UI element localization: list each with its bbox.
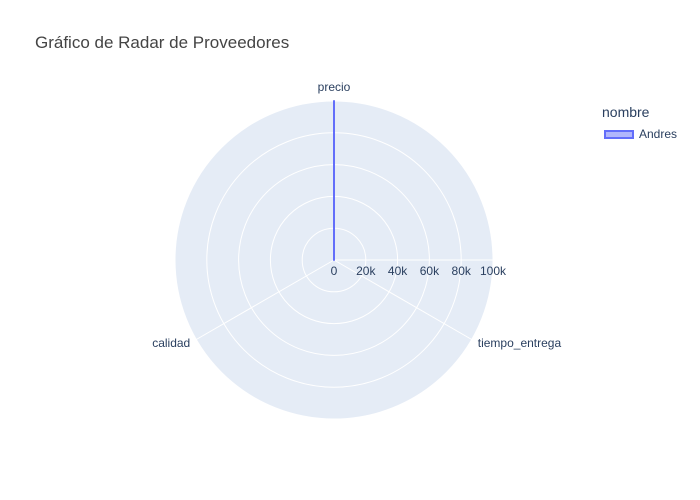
radial-tick-label: 60k (420, 264, 440, 278)
angular-label-calidad: calidad (152, 336, 190, 350)
legend-item-andres[interactable]: Andres (602, 125, 677, 143)
radial-tick-label: 80k (452, 264, 472, 278)
radial-tick-label: 100k (480, 264, 507, 278)
legend-title: nombre (602, 104, 650, 120)
spoke-calidad (196, 259, 335, 340)
radar-labels: 0 20k 40k 60k 80k 100k precio tiempo_entrega cal… (152, 80, 561, 350)
angular-label-tiempo_entrega: tiempo_entrega (478, 336, 562, 350)
radial-tick-label: 20k (356, 264, 376, 278)
chart-title: Gráfico de Radar de Proveedores (35, 33, 290, 52)
legend: nombre Andres (602, 104, 677, 143)
legend-swatch (604, 129, 634, 139)
spoke-tiempo_entrega (333, 259, 472, 340)
radial-tick-label: 40k (388, 264, 408, 278)
radial-tick-label: 0 (331, 264, 338, 278)
legend-label: Andres (639, 127, 678, 141)
angular-label-precio: precio (318, 80, 351, 94)
